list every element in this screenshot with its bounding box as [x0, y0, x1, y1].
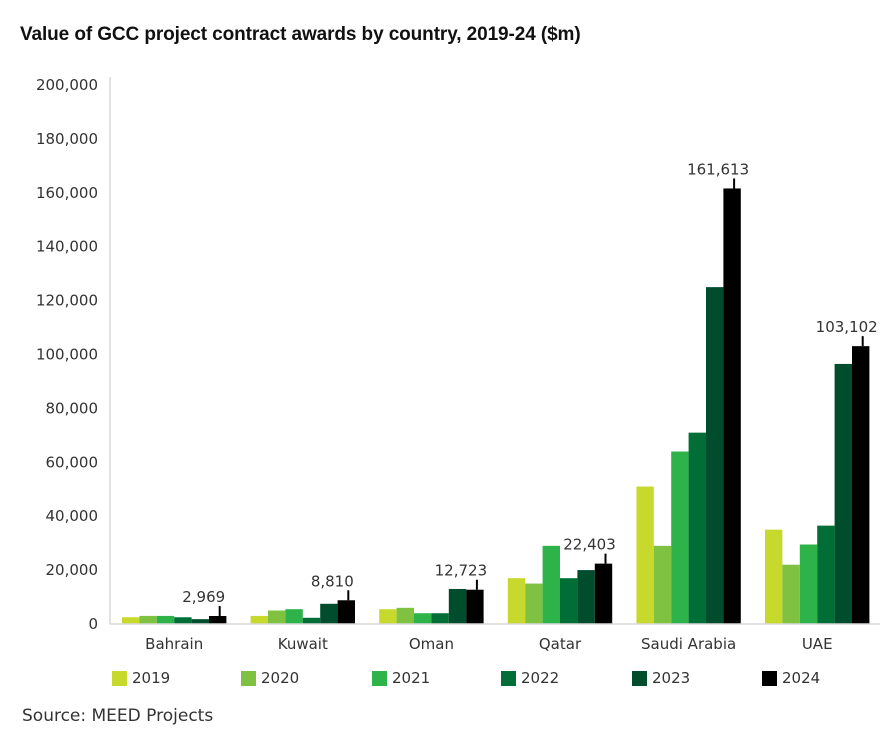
bar-saudi-arabia-2022: [688, 432, 706, 624]
y-tick-label: 180,000: [36, 130, 98, 148]
x-tick-label: Kuwait: [278, 635, 328, 653]
bar-bahrain-2023: [191, 619, 209, 624]
bar-uae-2019: [765, 529, 783, 624]
bar-bahrain-2020: [139, 615, 157, 624]
data-label: 161,613: [687, 160, 749, 178]
bar-saudi-arabia-2020: [653, 545, 672, 624]
legend-swatch: [632, 670, 647, 686]
bar-saudi-arabia-2024: [723, 188, 741, 624]
legend-label: 2023: [652, 669, 691, 687]
bar-uae-2024: [852, 346, 870, 624]
bar-oman-2024: [466, 589, 484, 624]
bar-kuwait-2023: [320, 603, 338, 624]
y-tick-label: 200,000: [36, 76, 98, 94]
x-tick-label: Saudi Arabia: [641, 635, 736, 653]
bar-qatar-2019: [507, 578, 526, 624]
bar-bahrain-2024: [209, 615, 227, 624]
data-label: 2,969: [182, 588, 225, 606]
data-label: 8,810: [311, 572, 354, 590]
bar-kuwait-2021: [285, 609, 303, 624]
bar-uae-2020: [782, 564, 800, 624]
legend-label: 2019: [132, 669, 171, 687]
legend-label: 2024: [782, 669, 821, 687]
bar-saudi-arabia-2019: [636, 486, 654, 624]
legend-item-2020: 2020: [241, 666, 299, 690]
legend-item-2023: 2023: [632, 666, 690, 690]
y-tick-label: 60,000: [46, 453, 99, 471]
bar-oman-2023: [448, 588, 467, 624]
bar-bahrain-2021: [156, 615, 175, 624]
bar-oman-2022: [431, 613, 449, 624]
x-axis: Bahrain Kuwait Oman Qatar Saudi Arabia UAE: [110, 623, 880, 653]
x-tick-label: UAE: [802, 635, 833, 653]
bar-bahrain-2022: [174, 617, 192, 624]
x-tick-label: Bahrain: [145, 635, 203, 653]
bar-qatar-2020: [525, 583, 543, 624]
y-tick-label: 120,000: [36, 292, 98, 310]
source-note: Source: MEED Projects: [22, 706, 214, 726]
y-tick-label: 100,000: [36, 346, 98, 364]
y-tick-label: 20,000: [46, 561, 99, 579]
y-tick-label: 160,000: [36, 184, 98, 202]
bar-qatar-2021: [542, 545, 560, 624]
bar-uae-2021: [799, 544, 818, 624]
legend-label: 2021: [392, 669, 431, 687]
legend: 2019 2020 2021 2022 2023 2024: [0, 666, 896, 692]
data-labels: 2,969 8,810 12,723 22,403 161,613 103,102: [182, 160, 878, 616]
legend-swatch: [241, 670, 256, 686]
bar-kuwait-2019: [250, 615, 268, 624]
legend-item-2019: 2019: [112, 666, 170, 690]
legend-swatch: [501, 670, 516, 686]
bar-kuwait-2022: [302, 617, 321, 624]
bar-uae-2023: [834, 363, 852, 624]
bar-oman-2020: [396, 607, 414, 624]
bars: [122, 188, 870, 624]
legend-item-2024: 2024: [762, 666, 820, 690]
bar-qatar-2022: [560, 578, 578, 624]
x-tick-label: Oman: [409, 635, 454, 653]
bar-kuwait-2024: [337, 600, 355, 624]
bar-oman-2019: [379, 609, 397, 624]
y-tick-label: 40,000: [46, 507, 99, 525]
data-label: 22,403: [563, 536, 616, 554]
legend-swatch: [762, 670, 777, 686]
bar-uae-2022: [817, 525, 835, 624]
legend-label: 2020: [261, 669, 300, 687]
data-label: 103,102: [816, 318, 878, 336]
chart-title: Value of GCC project contract awards by …: [20, 24, 581, 45]
x-tick-label: Qatar: [539, 635, 582, 653]
y-tick-label: 0: [88, 615, 98, 633]
y-tick-label: 80,000: [46, 399, 99, 417]
bar-oman-2021: [414, 613, 432, 624]
bar-kuwait-2020: [268, 610, 286, 624]
bar-saudi-arabia-2023: [706, 287, 724, 624]
legend-item-2021: 2021: [372, 666, 430, 690]
legend-item-2022: 2022: [501, 666, 559, 690]
bar-qatar-2023: [577, 570, 595, 624]
legend-label: 2022: [521, 669, 560, 687]
y-axis: 0 20,000 40,000 60,000 80,000 100,000 120,000 1…: [36, 76, 111, 633]
y-tick-label: 140,000: [36, 238, 98, 256]
bar-bahrain-2019: [122, 617, 140, 624]
bar-saudi-arabia-2021: [671, 451, 689, 624]
bar-qatar-2024: [594, 563, 613, 624]
data-label: 12,723: [435, 562, 488, 580]
bar-chart: 0 20,000 40,000 60,000 80,000 100,000 120,000 1…: [36, 76, 880, 653]
legend-swatch: [112, 670, 127, 686]
legend-swatch: [372, 670, 387, 686]
